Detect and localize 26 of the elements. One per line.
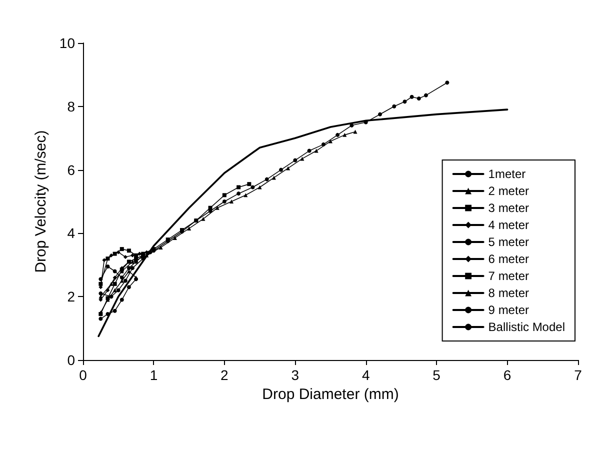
y-axis-title: Drop Velocity (m/sec) [32,130,50,273]
x-axis-title: Drop Diameter (mm) [262,386,399,403]
legend-label: 9 meter [488,303,529,317]
y-tick-label: 4 [67,225,76,242]
x-tick-label: 7 [574,367,582,383]
x-tick-label: 2 [220,367,229,383]
x-tick-label: 1 [150,367,158,383]
y-tick-label: 0 [67,352,76,368]
legend-label: 1meter [488,167,526,181]
x-tick-label: 4 [362,367,370,383]
x-tick-label: 5 [432,367,441,383]
y-tick-label: 2 [67,288,76,305]
y-tick-label: 6 [67,162,76,178]
x-tick-label: 6 [503,367,512,383]
legend-label: 6 meter [488,252,529,266]
legend-label: 2 meter [488,184,529,198]
legend-label: 7 meter [488,269,529,283]
x-tick-label: 3 [291,367,300,383]
legend-label: 4 meter [488,218,529,232]
legend-label: 3 meter [488,201,529,215]
x-tick-label: 0 [79,367,88,383]
legend-label: 8 meter [488,286,529,300]
legend-label: 5 meter [488,235,529,249]
legend-label: Ballistic Model [488,320,566,334]
y-tick-label: 10 [59,35,76,51]
y-tick-label: 8 [67,98,76,114]
